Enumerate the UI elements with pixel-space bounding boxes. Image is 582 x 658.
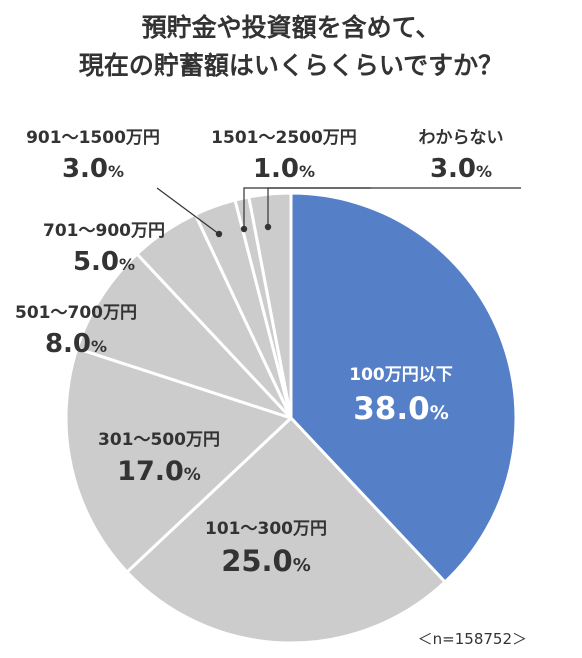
slice-value-4: 5.0% — [73, 247, 135, 277]
slice-value-7: 3.0% — [430, 154, 492, 184]
slice-unit-6: % — [299, 162, 315, 181]
slice-label-5: 901～1500万円 — [26, 128, 160, 148]
slice-label-7: わからない — [419, 128, 504, 148]
title-line-2: 現在の貯蓄額はいくらくらいですか？ — [79, 51, 503, 80]
sample-size-note: ＜n=158752＞ — [418, 630, 527, 648]
slice-unit-5: % — [108, 162, 124, 181]
slice-label-0: 100万円以下 — [349, 365, 453, 385]
slice-unit-3: % — [91, 337, 107, 356]
slice-label-3: 501～700万円 — [15, 303, 137, 323]
slice-unit-2: % — [184, 465, 201, 485]
pie-slice-3 — [75, 252, 293, 420]
pie-slice-1 — [125, 416, 447, 645]
leader-dot-5 — [215, 230, 223, 238]
title-line-1: 預貯金や投資額を含めて、 — [142, 13, 441, 42]
leader-lines — [156, 187, 521, 238]
slice-label-6: 1501～2500万円 — [211, 128, 357, 148]
leader-dot-6 — [240, 225, 248, 233]
slice-unit-4: % — [119, 255, 135, 274]
slice-label-1: 101～300万円 — [205, 519, 327, 539]
slice-value-1: 25.0% — [221, 544, 311, 578]
slice-unit-0: % — [430, 402, 449, 424]
slice-value-2: 17.0% — [117, 456, 201, 487]
leader-dot-7 — [264, 223, 272, 231]
slice-unit-1: % — [293, 555, 311, 576]
slice-value-6: 1.0% — [253, 154, 315, 184]
chart-title: 預貯金や投資額を含めて、 現在の貯蓄額はいくらくらいですか？ — [79, 13, 503, 80]
leader-line-7 — [267, 187, 521, 227]
pie-slice-7 — [247, 191, 293, 420]
slice-unit-7: % — [476, 162, 492, 181]
slice-value-5: 3.0% — [62, 154, 124, 184]
leader-line-5 — [156, 187, 220, 235]
pie-slices — [64, 191, 518, 645]
pie-slice-2 — [64, 346, 293, 574]
slice-label-4: 701～900万円 — [43, 221, 165, 241]
pie-slice-0 — [289, 191, 518, 584]
slice-label-2: 301～500万円 — [98, 430, 220, 450]
